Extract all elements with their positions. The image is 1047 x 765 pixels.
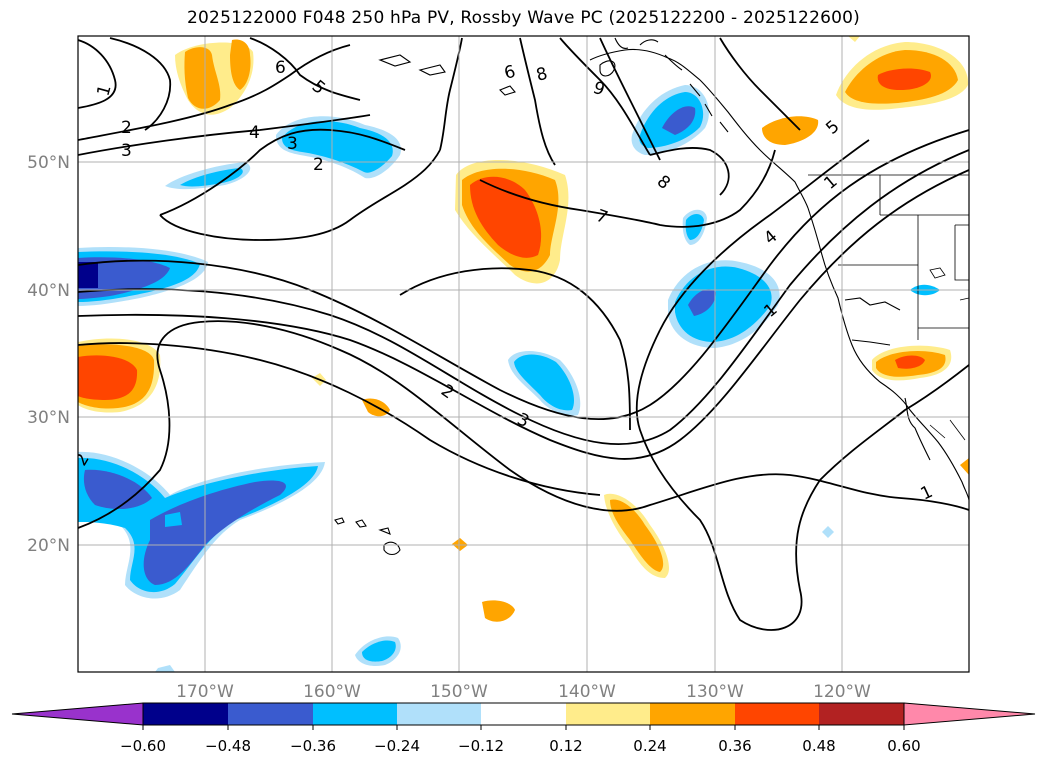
colorbar-segment-3 [313,703,397,725]
colorbar-tick-label: 0.48 [802,737,835,755]
lon-label-120w: 120°W [813,682,871,702]
lat-label-50n: 50°N [27,153,70,173]
longitude-labels: 170°W 160°W 150°W 140°W 130°W 120°W [176,682,871,702]
colorbar-tick-label: 0.36 [718,737,751,755]
pv-contours [78,37,969,631]
colorbar-tick-label: 0.12 [549,737,582,755]
positive-anomaly-subtropics [312,36,969,622]
colorbar-segment-9 [819,703,904,725]
graticule [78,36,969,672]
colorbar-tick-label: −0.48 [205,737,251,755]
colorbar-segment-4 [397,703,481,725]
colorbar-tick-label: 0.60 [887,737,920,755]
lon-label-130w: 130°W [686,682,744,702]
positive-anomaly-california [872,345,952,381]
colorbar: −0.60 −0.48 −0.36 −0.24 −0.12 0.12 0.24 … [11,702,1036,755]
colorbar-frame [142,702,905,726]
positive-anomaly-ne-pacific [455,160,569,284]
contour-label-4-a: 4 [249,123,260,143]
negative-anomaly-central-pacific [155,351,834,672]
negative-anomaly-alaska [631,85,709,245]
pv-anomaly-shading [78,36,969,672]
coastlines [334,37,969,556]
colorbar-segment-6 [566,703,650,725]
colorbar-tick-label: −0.36 [290,737,336,755]
lon-label-170w: 170°W [176,682,234,702]
colorbar-tick-label: −0.12 [458,737,504,755]
contour-label-6-a: 6 [275,58,286,78]
colorbar-segment-1 [143,703,228,725]
positive-anomaly-gulf-alaska [762,42,969,145]
lat-label-20n: 20°N [27,536,70,556]
colorbar-tick-labels: −0.60 −0.48 −0.36 −0.24 −0.12 0.12 0.24 … [120,737,921,755]
contour-label-2-b: 2 [313,155,324,175]
colorbar-tick-label: 0.24 [633,737,666,755]
lon-label-150w: 150°W [430,682,488,702]
contour-label-8-a: 8 [534,64,550,86]
colorbar-tick-label: −0.60 [120,737,166,755]
contour-label-3-a: 3 [121,141,132,161]
lon-label-160w: 160°W [303,682,361,702]
contour-label-3-b: 3 [287,134,298,154]
positive-anomaly-north-pacific-top [175,39,254,115]
contour-label-6-b: 6 [502,62,518,84]
negative-anomaly-off-oregon [668,260,940,348]
latitude-labels: 50°N 40°N 30°N 20°N [27,153,70,556]
map-border [77,35,970,673]
contour-label-2-a: 2 [121,118,132,138]
positive-anomaly-w-pacific-30n [78,338,161,413]
lat-label-30n: 30°N [27,408,70,428]
negative-anomaly-north-pacific-mid [165,116,401,190]
lat-label-40n: 40°N [27,281,70,301]
colorbar-segment-2 [228,703,313,725]
map-title: 2025122000 F048 250 hPa PV, Rossby Wave … [187,8,860,28]
contour-label-1-a: 1 [94,83,116,99]
colorbar-tick-label: −0.24 [374,737,420,755]
lon-label-140w: 140°W [558,682,616,702]
colorbar-extend-high [903,702,1036,726]
colorbar-extend-low [11,702,144,726]
colorbar-segment-5 [481,703,566,725]
colorbar-ticks [142,725,905,730]
colorbar-segment-7 [650,703,735,725]
colorbar-segment-8 [735,703,819,725]
